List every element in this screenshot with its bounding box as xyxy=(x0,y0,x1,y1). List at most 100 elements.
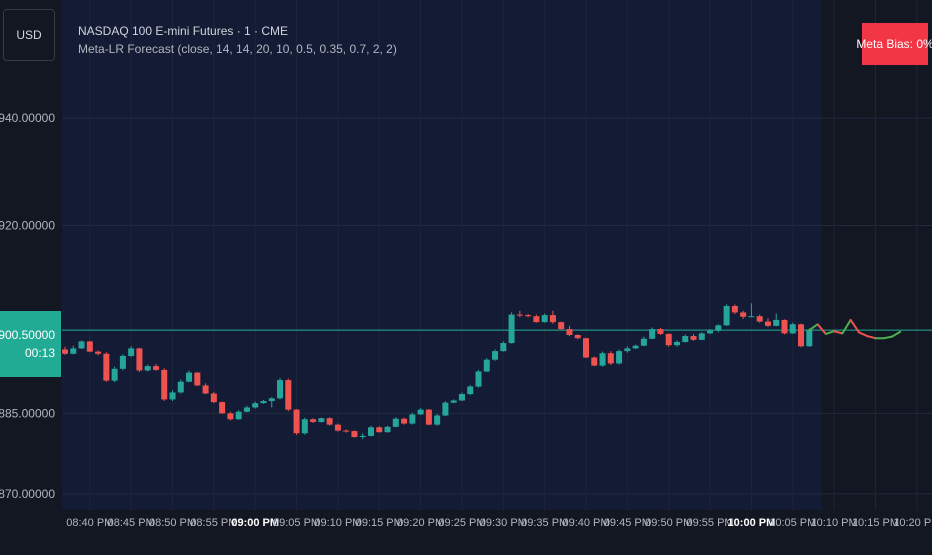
candle-body xyxy=(508,314,515,344)
bar-countdown: 00:13 xyxy=(24,346,55,360)
candle xyxy=(756,314,763,323)
candle-body xyxy=(376,427,383,433)
forecast-segment xyxy=(866,335,877,340)
candle-body xyxy=(442,402,449,416)
candle xyxy=(136,347,143,373)
forecast-segment xyxy=(808,323,819,332)
candle xyxy=(533,314,540,323)
candle-body xyxy=(599,353,606,366)
forecast-segment xyxy=(882,335,893,340)
candle-body xyxy=(210,393,217,403)
candle xyxy=(310,418,317,424)
candle-body xyxy=(516,314,523,316)
indicator-legend[interactable]: Meta-LR Forecast (close, 14, 14, 20, 10,… xyxy=(78,42,397,56)
candle xyxy=(541,313,548,323)
candle xyxy=(806,328,813,347)
candle xyxy=(748,303,755,318)
candle xyxy=(583,337,590,359)
candle xyxy=(442,401,449,417)
x-tick-label: 08:50 PM xyxy=(149,517,196,529)
candle-body xyxy=(682,336,689,342)
candle-body xyxy=(467,386,474,395)
candle xyxy=(690,333,697,341)
candle xyxy=(500,341,507,352)
candle-body xyxy=(434,415,441,425)
x-tick-label: 10:10 PM xyxy=(811,517,858,529)
candle xyxy=(450,399,457,404)
candle xyxy=(268,397,275,408)
candle-body xyxy=(95,351,102,354)
candle xyxy=(525,314,532,318)
candle-body xyxy=(417,409,424,415)
candle-body xyxy=(202,385,209,394)
x-tick-label: 09:00 PM xyxy=(231,517,279,529)
candle xyxy=(334,423,341,432)
candle xyxy=(599,351,606,367)
candle xyxy=(516,310,523,318)
candle-body xyxy=(574,334,581,339)
candle-body xyxy=(260,401,267,404)
forecast-line xyxy=(808,318,902,340)
last-price-value: 23,900.50000 xyxy=(0,328,55,342)
x-tick-label: 09:15 PM xyxy=(356,517,403,529)
candle xyxy=(657,328,664,335)
candle-body xyxy=(351,431,358,437)
candle xyxy=(483,358,490,373)
candle-body xyxy=(136,348,143,371)
candle-body xyxy=(541,315,548,323)
y-tick-label: 23,885.00000 xyxy=(0,406,55,420)
candle xyxy=(318,417,325,423)
candle xyxy=(301,417,308,435)
candle xyxy=(508,312,515,344)
candle-body xyxy=(227,413,234,420)
candle xyxy=(715,324,722,333)
candle-body xyxy=(723,306,730,326)
candle xyxy=(789,322,796,334)
candle xyxy=(161,368,168,402)
candle xyxy=(252,401,259,409)
candle-body xyxy=(583,338,590,358)
candle-body xyxy=(715,325,722,331)
candle xyxy=(293,409,300,435)
candle-body xyxy=(450,400,457,403)
candle-body xyxy=(169,392,176,400)
x-tick-label: 09:30 PM xyxy=(480,517,527,529)
symbol-title[interactable]: NASDAQ 100 E-mini Futures · 1 · CME xyxy=(78,24,289,38)
candle-body xyxy=(492,351,499,360)
candle xyxy=(367,425,374,437)
candle-body xyxy=(268,398,275,402)
candle-body xyxy=(707,330,714,334)
x-tick-label: 10:05 PM xyxy=(769,517,816,529)
meta-bias-badge: Meta Bias: 0% xyxy=(856,23,932,65)
candle xyxy=(219,401,226,414)
x-tick-label: 09:35 PM xyxy=(521,517,568,529)
candle-body xyxy=(128,348,135,356)
candle-body xyxy=(144,366,151,371)
candle xyxy=(649,327,656,340)
forecast-segment xyxy=(816,323,827,335)
candle-body xyxy=(70,348,77,354)
candle xyxy=(62,346,68,355)
x-tick-label: 10:15 PM xyxy=(852,517,899,529)
candle-body xyxy=(103,353,110,381)
candle xyxy=(119,354,126,371)
candle xyxy=(260,399,267,404)
candle xyxy=(591,356,598,367)
candle xyxy=(186,370,193,383)
candle-body xyxy=(194,372,201,386)
candle-body xyxy=(177,381,184,393)
candle xyxy=(566,325,573,337)
candle xyxy=(359,433,366,440)
candle xyxy=(210,391,217,404)
plot-background xyxy=(62,0,822,510)
candle-body xyxy=(533,316,540,323)
currency-button[interactable]: USD xyxy=(3,9,55,61)
candle-body xyxy=(665,333,672,346)
candle xyxy=(128,346,135,357)
candle-body xyxy=(789,324,796,334)
candle xyxy=(177,379,184,394)
candle xyxy=(401,417,408,425)
